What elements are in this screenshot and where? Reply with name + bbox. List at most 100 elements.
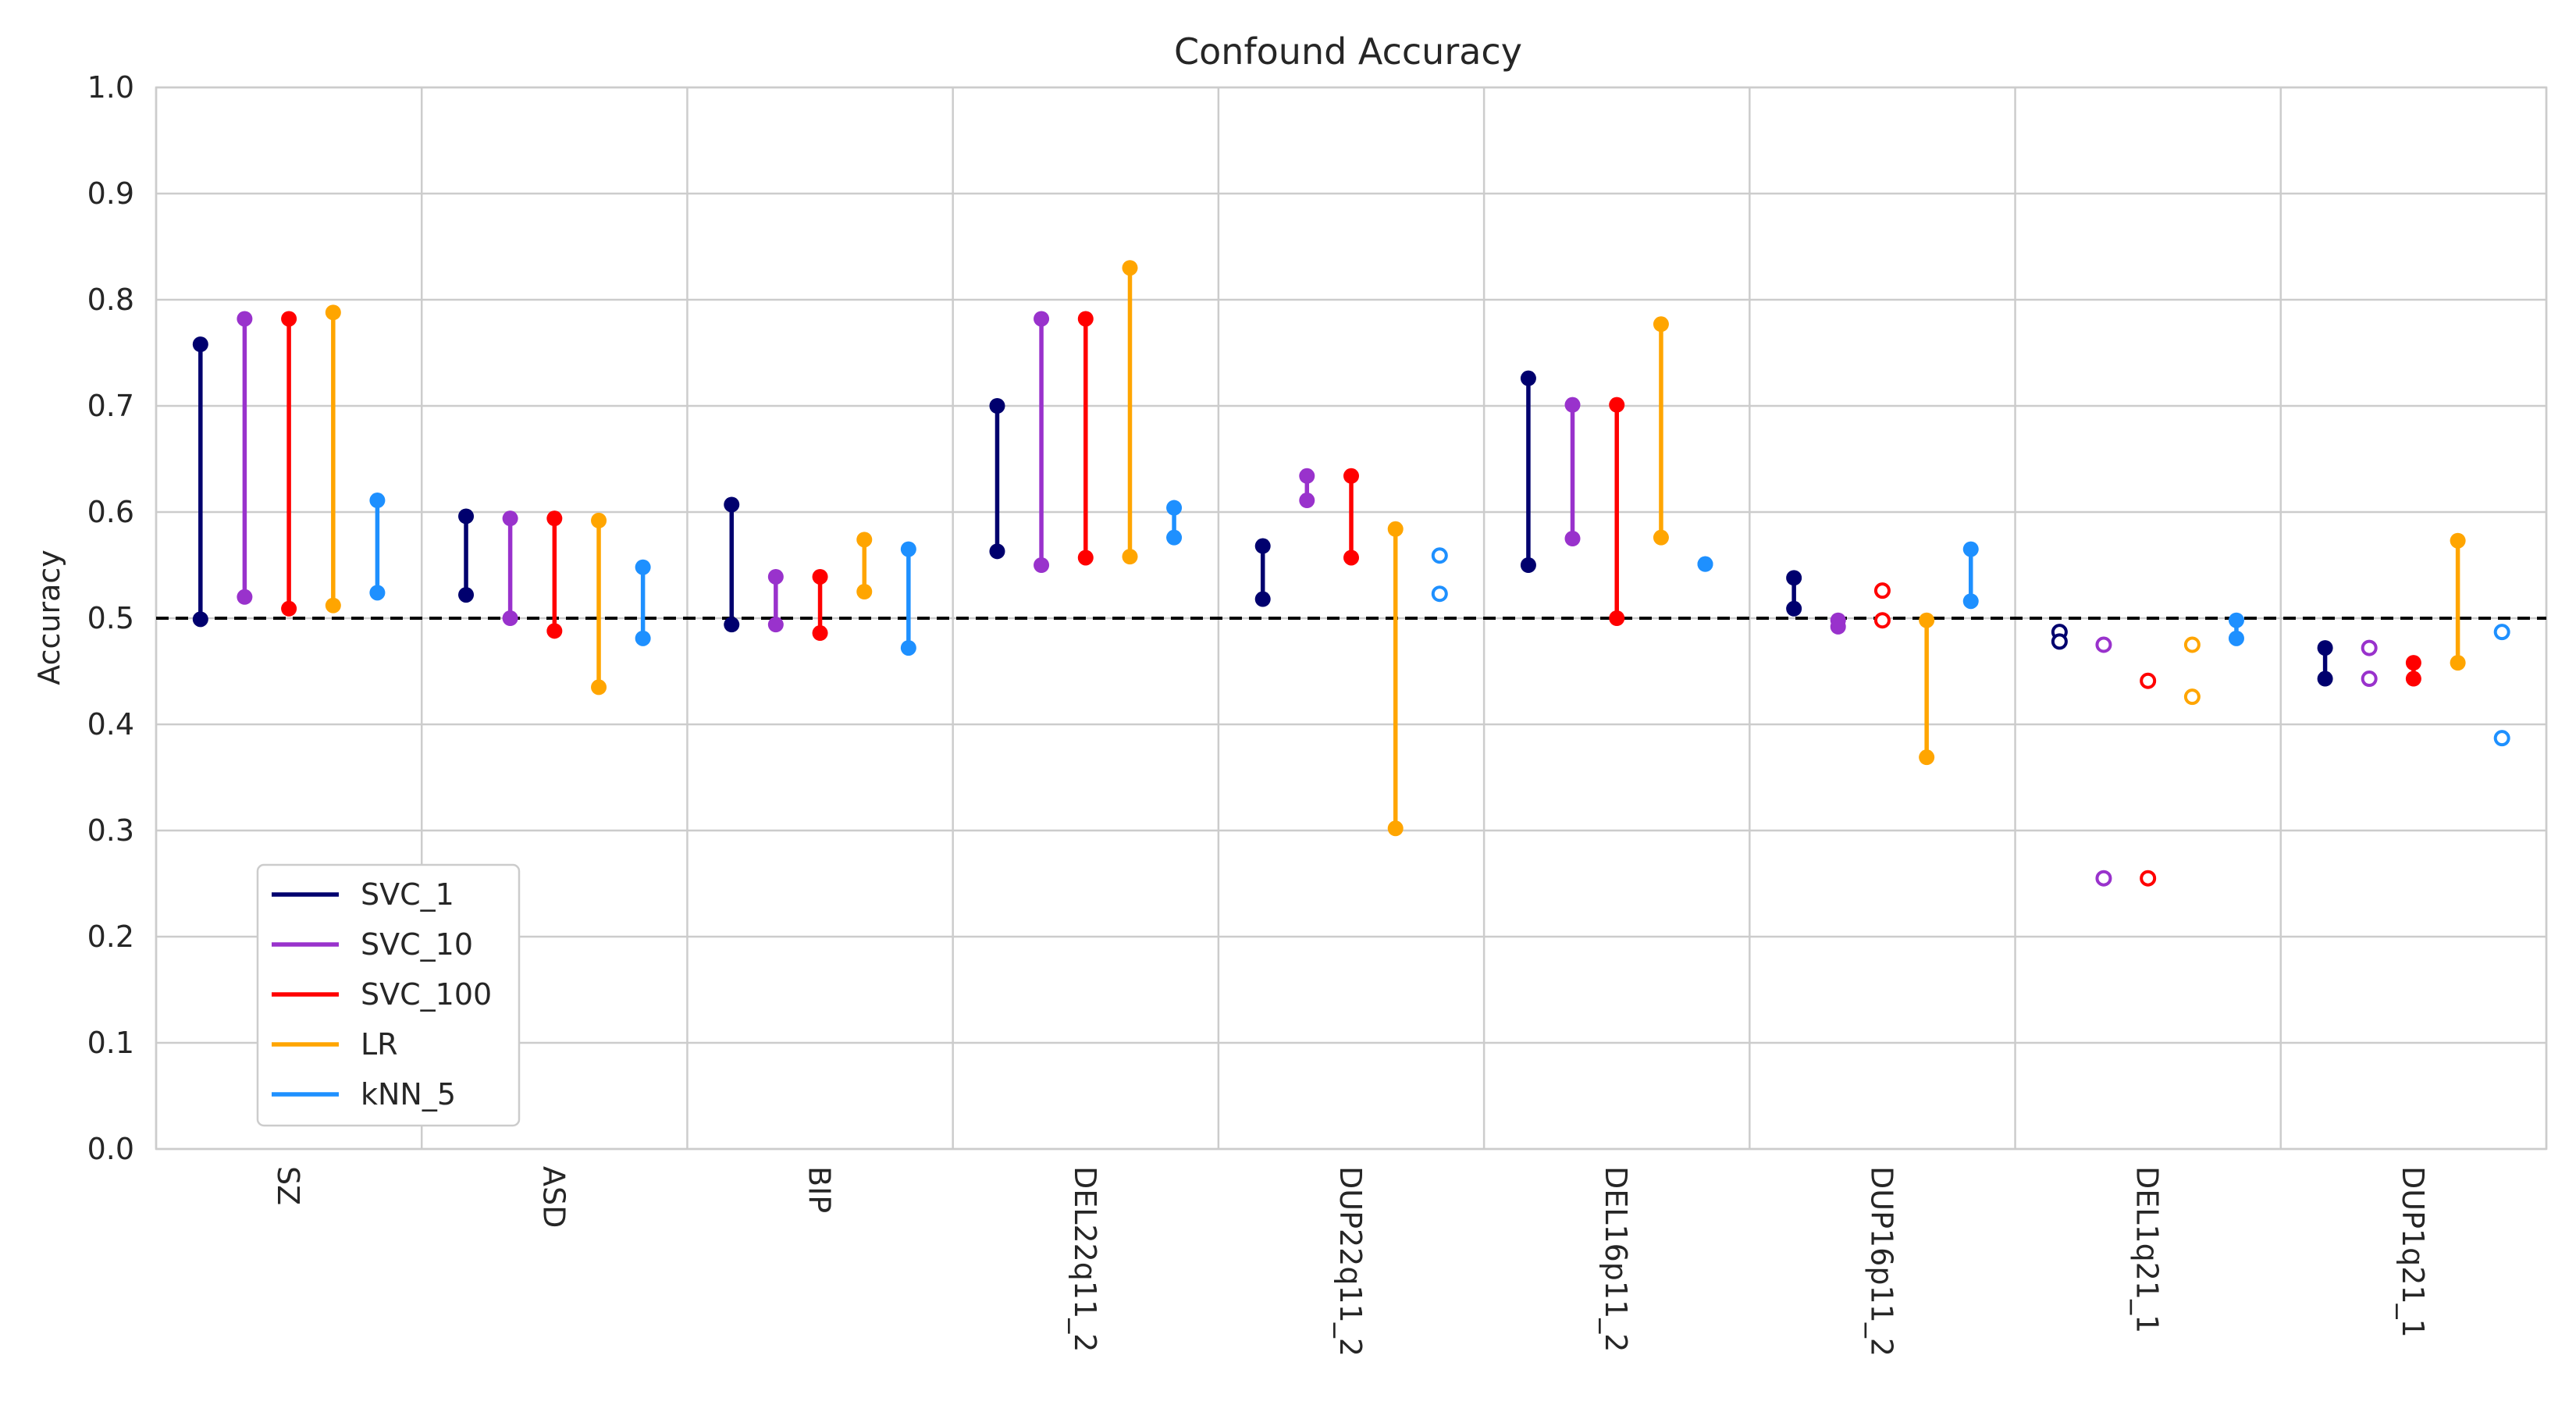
point-low: [1962, 593, 1979, 610]
point-high: [635, 559, 651, 575]
point-low: [1919, 749, 1935, 766]
legend-label: SVC_1: [361, 877, 454, 912]
point-high: [1609, 397, 1625, 413]
point-low-open: [2051, 633, 2068, 650]
legend: SVC_1 SVC_10 SVC_100 LR kNN_5: [256, 863, 521, 1127]
point-low-open: [2361, 670, 2378, 688]
point-low: [591, 679, 607, 695]
point-high: [2228, 612, 2244, 628]
point-high: [1166, 500, 1183, 516]
chart-title: Confound Accuracy: [1174, 30, 1522, 73]
x-tick-label: DEL1q21_1: [2130, 1166, 2165, 1333]
point-high: [2405, 655, 2421, 671]
x-tick-label: DEL16p11_2: [1599, 1166, 1633, 1352]
legend-box: [256, 863, 521, 1127]
point-low: [1609, 610, 1625, 626]
point-low: [1166, 529, 1183, 546]
point-high: [1786, 570, 1802, 586]
point-high: [1122, 260, 1138, 276]
point-high: [1520, 370, 1536, 386]
point-low: [856, 584, 873, 599]
point-high: [767, 568, 784, 585]
point-high-open: [1873, 582, 1891, 599]
point-low: [1387, 820, 1404, 837]
point-high: [1034, 311, 1050, 327]
point-low-open: [2183, 688, 2201, 706]
point-low: [1830, 618, 1846, 635]
y-tick-label: 0.5: [87, 601, 134, 635]
point-low-open: [1431, 585, 1448, 603]
point-high-open: [2183, 636, 2201, 653]
y-axis-label: Accuracy: [32, 550, 66, 685]
y-tick-label: 0.4: [87, 707, 134, 742]
point-high: [546, 510, 563, 527]
plot-marks: [192, 260, 2510, 887]
y-tick-label: 0.0: [87, 1132, 134, 1166]
point-high: [237, 311, 253, 327]
point-low: [369, 585, 386, 601]
point-high: [2450, 532, 2466, 549]
point-low: [1299, 493, 1315, 509]
point-low: [900, 640, 916, 656]
y-tick-label: 1.0: [87, 70, 134, 105]
point-high: [458, 508, 475, 525]
point-low: [1786, 600, 1802, 617]
x-tick-label: DUP22q11_2: [1333, 1166, 1368, 1357]
y-tick-label: 0.1: [87, 1026, 134, 1060]
x-tick-label: DUP16p11_2: [1864, 1166, 1898, 1357]
point-high: [812, 568, 828, 585]
point-low: [2405, 670, 2421, 687]
point-high: [1299, 468, 1315, 484]
grid: [155, 86, 2548, 1151]
point-low: [546, 623, 563, 639]
point-high: [856, 532, 873, 548]
y-tick-label: 0.2: [87, 919, 134, 954]
point-high-open: [2493, 624, 2510, 641]
x-tick-label: BIP: [802, 1166, 837, 1213]
y-tick-label: 0.6: [87, 495, 134, 529]
x-tick-label: DEL22q11_2: [1068, 1166, 1102, 1352]
point-high-open: [2361, 639, 2378, 656]
point-low: [812, 625, 828, 642]
point-low: [325, 597, 341, 614]
point-high: [591, 512, 607, 528]
point-low: [1034, 557, 1050, 573]
point-low: [2317, 670, 2333, 687]
point-high: [502, 510, 518, 527]
point-low: [192, 611, 208, 628]
x-tick-label: DUP1q21_1: [2396, 1166, 2430, 1338]
legend-label: SVC_100: [361, 977, 492, 1012]
point-high: [1254, 538, 1271, 554]
point-high: [724, 496, 740, 513]
point-high: [325, 304, 341, 321]
point-low: [767, 617, 784, 633]
point-high: [989, 398, 1005, 414]
point-low: [237, 589, 253, 605]
point-high: [281, 311, 297, 327]
point-high: [1564, 397, 1581, 413]
point-low-open: [2095, 870, 2112, 887]
point-high: [1343, 468, 1359, 484]
y-tick-label: 0.9: [87, 176, 134, 211]
x-axis-ticks: SZ ASD BIP DEL22q11_2 DUP22q11_2 DEL16p11_2 DU…: [271, 1166, 2430, 1357]
point-low: [281, 600, 297, 617]
point-high-open: [1431, 547, 1448, 564]
point-low: [1697, 556, 1713, 572]
legend-label: LR: [361, 1027, 398, 1062]
legend-label: SVC_10: [361, 927, 473, 962]
point-low-open: [2493, 730, 2510, 747]
point-low-open: [2140, 870, 2157, 887]
point-high-open: [2140, 672, 2157, 689]
point-high-open: [2095, 636, 2112, 653]
point-low: [989, 543, 1005, 560]
y-tick-label: 0.8: [87, 283, 134, 317]
point-low: [1254, 591, 1271, 607]
point-high: [192, 336, 208, 353]
point-low: [635, 630, 651, 646]
point-low: [1343, 550, 1359, 566]
y-axis-ticks: 0.0 0.1 0.2 0.3 0.4 0.5 0.6 0.7 0.8 0.9 1.0: [87, 70, 134, 1166]
point-low: [502, 610, 518, 626]
point-high: [1077, 311, 1094, 327]
